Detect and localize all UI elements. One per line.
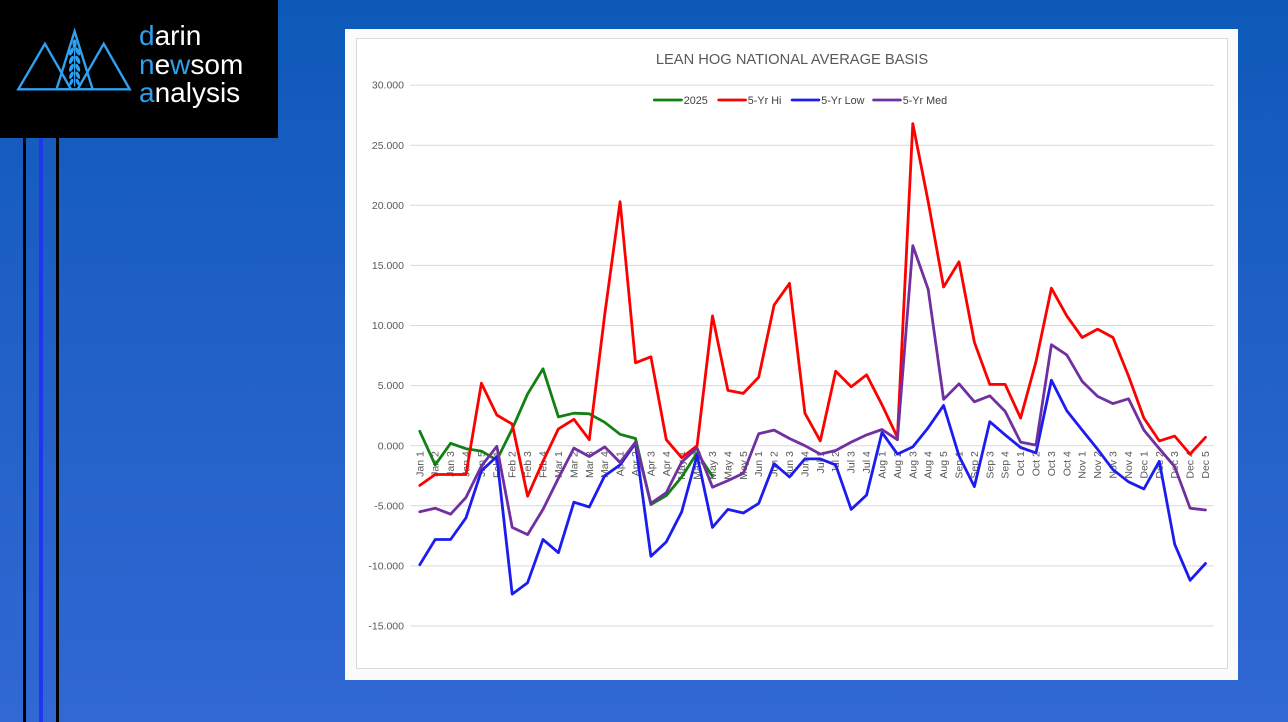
svg-text:Oct 1: Oct 1 (1015, 451, 1027, 476)
svg-text:Jan 3: Jan 3 (445, 451, 457, 477)
svg-text:Jul 4: Jul 4 (861, 451, 873, 473)
svg-text:Jan 1: Jan 1 (414, 451, 426, 477)
svg-text:LEAN HOG NATIONAL AVERAGE BASI: LEAN HOG NATIONAL AVERAGE BASIS (656, 52, 929, 68)
svg-text:Dec 3: Dec 3 (1169, 451, 1181, 479)
svg-text:-5.000: -5.000 (374, 500, 404, 512)
svg-text:Dec 5: Dec 5 (1200, 451, 1212, 479)
svg-text:Aug 4: Aug 4 (923, 451, 935, 479)
svg-text:Apr 4: Apr 4 (661, 451, 673, 476)
svg-text:Mar 3: Mar 3 (584, 451, 596, 478)
svg-text:Nov 1: Nov 1 (1077, 451, 1089, 479)
svg-text:Jul 1: Jul 1 (815, 451, 827, 473)
svg-text:15.000: 15.000 (372, 260, 404, 272)
svg-text:Jul 2: Jul 2 (830, 451, 842, 473)
svg-text:Nov 2: Nov 2 (1092, 451, 1104, 479)
svg-text:Aug 5: Aug 5 (938, 451, 950, 479)
svg-text:Feb 4: Feb 4 (538, 451, 550, 478)
svg-text:Sep 1: Sep 1 (954, 451, 966, 479)
svg-text:2025: 2025 (684, 95, 708, 107)
svg-text:-10.000: -10.000 (368, 561, 404, 573)
svg-text:Sep 3: Sep 3 (984, 451, 996, 479)
svg-text:0.000: 0.000 (378, 440, 404, 452)
svg-text:May 5: May 5 (738, 451, 750, 480)
svg-text:Mar 4: Mar 4 (599, 451, 611, 478)
svg-text:Jul 3: Jul 3 (846, 451, 858, 473)
svg-text:Sep 4: Sep 4 (1000, 451, 1012, 479)
svg-text:May 4: May 4 (722, 451, 734, 480)
svg-text:Dec 4: Dec 4 (1185, 451, 1197, 479)
svg-text:5-Yr Low: 5-Yr Low (821, 95, 864, 107)
svg-text:Apr 3: Apr 3 (645, 451, 657, 476)
svg-text:Dec 1: Dec 1 (1138, 451, 1150, 479)
svg-text:Oct 3: Oct 3 (1046, 451, 1058, 476)
svg-text:-15.000: -15.000 (368, 621, 404, 633)
svg-text:Feb 3: Feb 3 (522, 451, 534, 478)
svg-text:Jun 3: Jun 3 (784, 451, 796, 477)
svg-text:Aug 3: Aug 3 (907, 451, 919, 479)
svg-text:30.000: 30.000 (372, 80, 404, 92)
svg-text:Aug 2: Aug 2 (892, 451, 904, 479)
svg-text:Mar 1: Mar 1 (553, 451, 565, 478)
svg-text:Mar 2: Mar 2 (568, 451, 580, 478)
svg-text:Jun 1: Jun 1 (753, 451, 765, 477)
svg-text:5.000: 5.000 (378, 380, 404, 392)
svg-text:10.000: 10.000 (372, 320, 404, 332)
svg-text:Oct 2: Oct 2 (1031, 451, 1043, 476)
svg-text:Feb 2: Feb 2 (507, 451, 519, 478)
svg-text:25.000: 25.000 (372, 140, 404, 152)
svg-text:Aug 1: Aug 1 (877, 451, 889, 479)
svg-text:5-Yr Med: 5-Yr Med (903, 95, 947, 107)
svg-text:20.000: 20.000 (372, 200, 404, 212)
svg-text:Oct 4: Oct 4 (1061, 451, 1073, 476)
svg-text:Nov 4: Nov 4 (1123, 451, 1135, 479)
svg-text:5-Yr Hi: 5-Yr Hi (748, 95, 782, 107)
